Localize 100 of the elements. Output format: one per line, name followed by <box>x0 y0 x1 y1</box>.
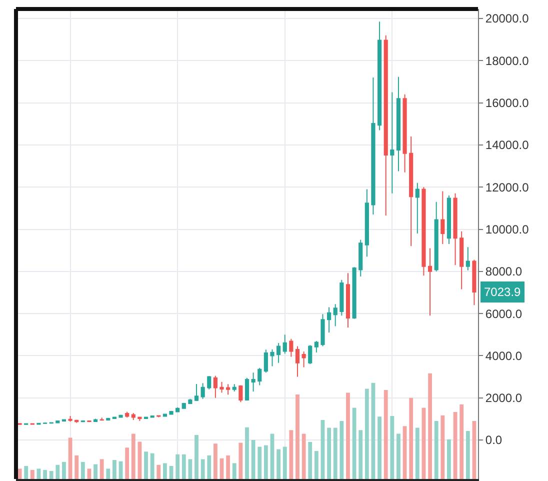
candlestick <box>138 416 142 422</box>
bar <box>472 421 476 479</box>
bar <box>24 466 28 479</box>
candlestick <box>150 415 154 418</box>
bar <box>18 468 22 479</box>
bar <box>340 421 344 479</box>
bar <box>245 427 249 479</box>
y-tick-label: 20000.0 <box>485 12 530 26</box>
candlestick <box>422 186 426 276</box>
bar <box>251 440 256 479</box>
y-tick-label: 4000.0 <box>485 348 522 363</box>
bar <box>56 464 60 479</box>
bar <box>194 434 198 479</box>
candlestick <box>453 192 458 266</box>
bar <box>200 459 205 479</box>
bar <box>276 449 281 479</box>
bar <box>270 434 274 479</box>
candlestick <box>472 259 476 306</box>
bar <box>94 464 98 479</box>
y-tick-label: 16000.0 <box>485 96 530 110</box>
candlestick <box>125 411 130 418</box>
candlestick <box>182 402 186 410</box>
y-tick-label: 6000.0 <box>485 306 522 321</box>
bar <box>156 464 161 479</box>
candlestick <box>87 420 92 423</box>
candlestick <box>340 279 344 316</box>
bar <box>327 428 332 479</box>
candlestick <box>415 182 420 234</box>
bar <box>226 455 230 479</box>
candlestick <box>352 266 356 320</box>
candlestick <box>409 136 414 247</box>
bar <box>333 428 338 479</box>
candlestick <box>295 346 300 378</box>
bar <box>264 445 268 479</box>
candlestick <box>396 76 401 172</box>
candlestick <box>390 92 394 194</box>
candlestick <box>314 340 318 354</box>
bar <box>302 434 306 479</box>
y-tick-label: 2000.0 <box>485 391 522 406</box>
candlestick <box>220 381 224 394</box>
y-tick-label: 18000.0 <box>485 54 530 68</box>
candlestick <box>251 372 256 392</box>
candlestick <box>213 375 218 398</box>
candlestick <box>270 348 274 367</box>
bar <box>282 446 287 479</box>
bar <box>346 392 350 479</box>
candlestick <box>302 350 306 368</box>
candlestick <box>238 384 243 403</box>
candlestick <box>118 414 123 418</box>
candlestick <box>371 77 376 215</box>
candlestick <box>446 195 452 244</box>
candlestick <box>200 382 205 400</box>
bar <box>460 404 464 479</box>
candlestick <box>188 398 192 405</box>
candlestick <box>466 246 470 271</box>
bar <box>162 463 167 479</box>
y-tick-label: 8000.0 <box>485 264 522 279</box>
bar <box>466 430 470 479</box>
candlestick <box>333 304 338 327</box>
y-tick-label: 0.0 <box>485 433 502 448</box>
bar <box>43 470 47 479</box>
bar <box>390 416 394 479</box>
candlestick <box>346 272 350 328</box>
y-tick-label: 14000.0 <box>485 138 530 152</box>
candlestick <box>276 342 281 364</box>
bar <box>106 468 110 479</box>
bar <box>352 408 356 479</box>
candlestick <box>93 418 98 422</box>
bar <box>144 452 148 479</box>
bar <box>138 442 142 479</box>
bar <box>176 454 180 479</box>
candlestick <box>327 306 332 334</box>
bar <box>415 428 420 479</box>
bar <box>258 446 262 479</box>
bar <box>428 373 432 479</box>
candlestick <box>384 34 388 216</box>
candlestick <box>364 188 369 258</box>
bar <box>182 454 186 479</box>
bar <box>30 470 34 479</box>
bar <box>207 455 212 479</box>
candlestick <box>289 338 294 358</box>
bar <box>87 468 92 479</box>
candlestick <box>68 415 72 422</box>
candlestick <box>440 190 445 244</box>
candlestick <box>18 422 22 426</box>
bar <box>213 444 218 479</box>
y-tick-label: 12000.0 <box>485 180 530 194</box>
candlestick <box>131 412 136 420</box>
candlestick <box>377 21 382 131</box>
candlestick <box>169 410 174 416</box>
bar <box>384 390 388 479</box>
candlestick <box>402 94 407 173</box>
bar <box>80 462 85 479</box>
candlestick <box>244 377 250 401</box>
bar <box>440 415 445 479</box>
bar <box>358 430 363 479</box>
y-tick-label: 10000.0 <box>485 222 530 236</box>
candlestick <box>308 344 312 365</box>
candlestick <box>320 314 325 347</box>
candlestick <box>434 201 438 272</box>
